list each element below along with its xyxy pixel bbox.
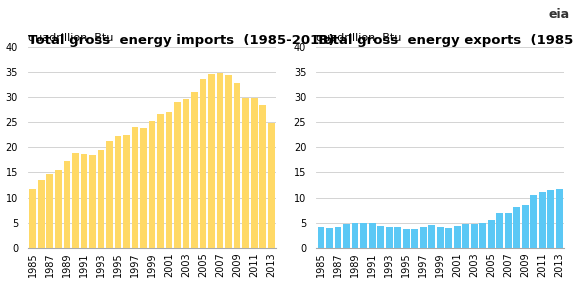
Bar: [403, 229, 409, 248]
Bar: [326, 228, 333, 248]
Bar: [29, 188, 36, 248]
Bar: [454, 226, 460, 248]
Bar: [428, 225, 435, 248]
Bar: [462, 224, 469, 248]
Bar: [522, 205, 529, 248]
Bar: [140, 128, 147, 248]
Bar: [191, 92, 198, 248]
Bar: [72, 153, 79, 248]
Text: quadrillion  Btu: quadrillion Btu: [316, 33, 401, 43]
Bar: [335, 227, 342, 248]
Bar: [131, 127, 138, 248]
Bar: [394, 227, 401, 248]
Bar: [267, 123, 274, 248]
Bar: [183, 99, 189, 248]
Bar: [251, 98, 258, 248]
Bar: [513, 207, 520, 248]
Bar: [369, 223, 375, 248]
Bar: [55, 170, 62, 248]
Bar: [157, 114, 164, 248]
Text: Total gross  energy exports  (1985-2013): Total gross energy exports (1985-2013): [316, 34, 574, 47]
Bar: [352, 223, 359, 248]
Bar: [123, 135, 130, 248]
Bar: [225, 74, 232, 248]
Bar: [98, 150, 104, 248]
Bar: [242, 98, 249, 248]
Bar: [149, 121, 156, 248]
Bar: [64, 161, 71, 248]
Bar: [548, 190, 554, 248]
Bar: [445, 228, 452, 248]
Bar: [174, 102, 181, 248]
Bar: [386, 227, 393, 248]
Text: quadrillion  Btu: quadrillion Btu: [28, 33, 113, 43]
Bar: [234, 83, 241, 248]
Bar: [497, 213, 503, 248]
Bar: [360, 223, 367, 248]
Bar: [89, 155, 96, 248]
Bar: [488, 220, 495, 248]
Bar: [505, 213, 511, 248]
Bar: [208, 74, 215, 248]
Bar: [530, 195, 537, 248]
Bar: [317, 227, 324, 248]
Bar: [471, 224, 478, 248]
Bar: [38, 179, 45, 248]
Bar: [216, 73, 223, 248]
Bar: [343, 224, 350, 248]
Bar: [437, 227, 444, 248]
Bar: [420, 227, 426, 248]
Bar: [200, 79, 207, 248]
Text: eia: eia: [548, 8, 569, 21]
Bar: [166, 112, 172, 248]
Bar: [106, 141, 113, 248]
Bar: [259, 105, 266, 248]
Bar: [411, 229, 418, 248]
Bar: [479, 223, 486, 248]
Bar: [115, 136, 121, 248]
Bar: [539, 192, 546, 248]
Bar: [80, 155, 87, 248]
Bar: [556, 189, 563, 248]
Bar: [46, 174, 53, 248]
Text: Total gross  energy imports  (1985-2013): Total gross energy imports (1985-2013): [28, 34, 335, 47]
Bar: [377, 226, 384, 248]
